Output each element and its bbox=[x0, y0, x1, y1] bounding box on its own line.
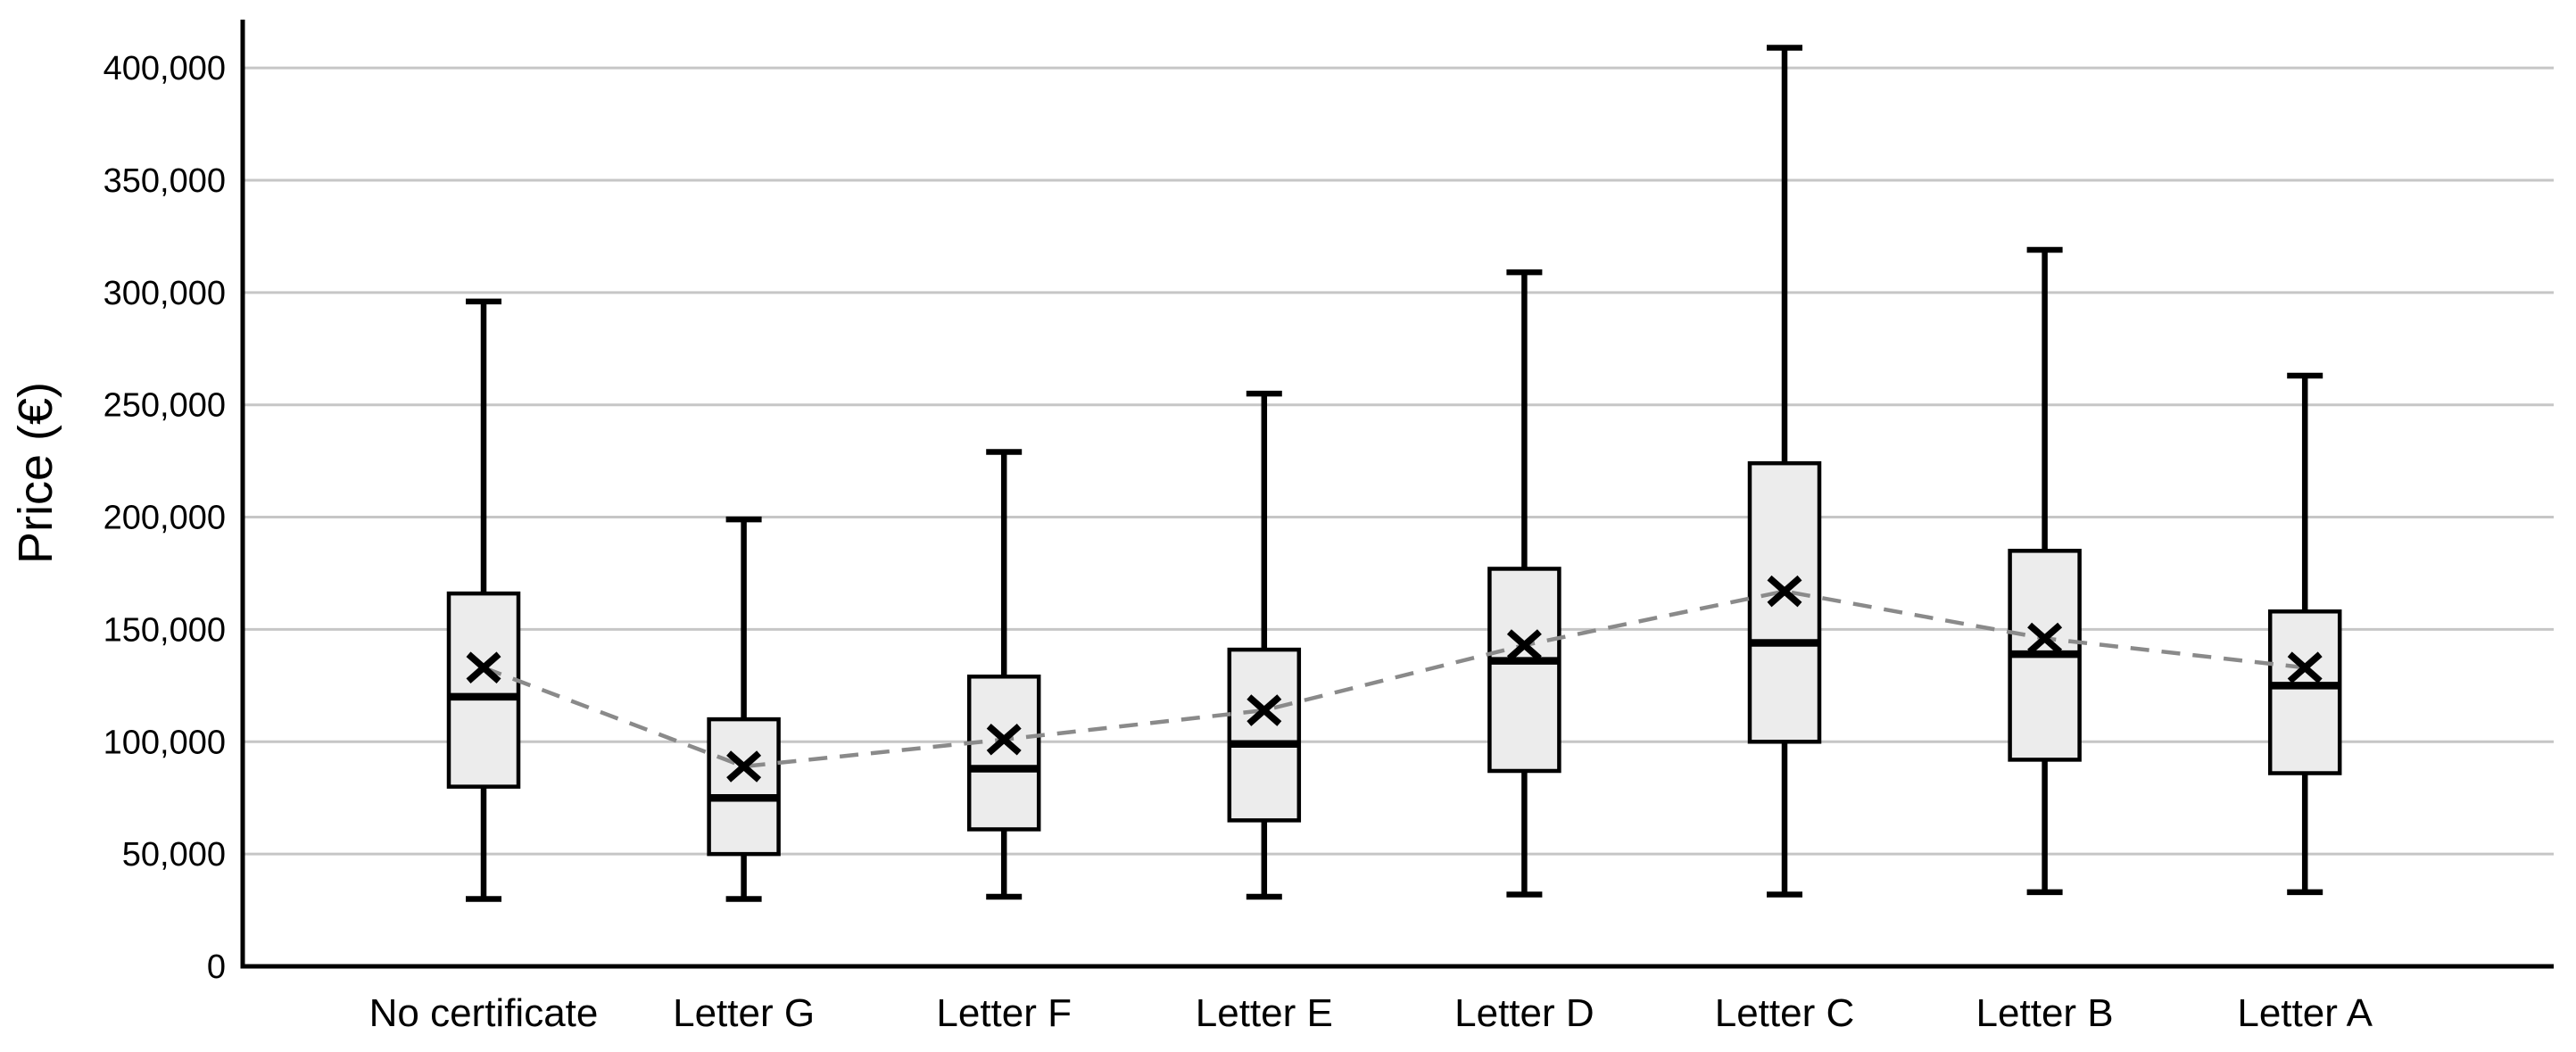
mean-marker bbox=[726, 750, 762, 783]
boxplot-box bbox=[1487, 567, 1561, 774]
boxplot-box bbox=[2267, 609, 2342, 775]
x-tick-label: Letter F bbox=[936, 991, 1072, 1035]
y-tick-label: 300,000 bbox=[104, 275, 226, 312]
box-group bbox=[2008, 246, 2082, 896]
box-group bbox=[1487, 269, 1561, 898]
box-group bbox=[2267, 372, 2342, 896]
y-tick-label: 0 bbox=[207, 948, 226, 986]
boxplot-box bbox=[966, 675, 1041, 832]
mean-marker-stroke bbox=[2027, 622, 2063, 655]
mean-marker bbox=[466, 651, 501, 683]
mean-marker-stroke bbox=[1767, 575, 1802, 608]
y-tick-label: 50,000 bbox=[122, 836, 226, 874]
boxplot-box bbox=[1227, 647, 1302, 823]
mean-marker bbox=[1767, 575, 1802, 608]
y-tick-label: 100,000 bbox=[104, 724, 226, 761]
y-tick-label: 200,000 bbox=[104, 500, 226, 537]
x-tick-label: Letter B bbox=[1976, 991, 2114, 1035]
mean-marker-stroke bbox=[1247, 694, 1282, 726]
mean-marker-stroke bbox=[2287, 651, 2323, 683]
boxes bbox=[446, 45, 2342, 902]
y-tick-labels: 0 50,000 100,000 150,000 200,000 250,000 300,0… bbox=[104, 50, 226, 986]
box-group bbox=[1227, 390, 1302, 900]
x-tick-label: No certificate bbox=[369, 991, 599, 1035]
mean-marker bbox=[2027, 622, 2063, 655]
y-tick-label: 400,000 bbox=[104, 50, 226, 87]
boxplot-box bbox=[707, 717, 781, 857]
x-tick-label: Letter E bbox=[1196, 991, 1333, 1035]
mean-marker-stroke bbox=[1506, 629, 1542, 661]
mean-marker bbox=[2287, 651, 2323, 683]
y-tick-label: 250,000 bbox=[104, 387, 226, 425]
box-group bbox=[707, 516, 781, 902]
boxplot-box bbox=[1747, 460, 1822, 744]
box-group bbox=[446, 298, 521, 902]
mean-marker bbox=[986, 723, 1022, 756]
box-group bbox=[1747, 45, 1822, 898]
boxplot-box bbox=[446, 591, 521, 789]
x-tick-label: Letter A bbox=[2237, 991, 2373, 1035]
mean-marker-stroke bbox=[466, 651, 501, 683]
x-tick-label: Letter C bbox=[1715, 991, 1855, 1035]
mean-marker bbox=[1247, 694, 1282, 726]
y-tick-label: 350,000 bbox=[104, 162, 226, 200]
mean-marker-stroke bbox=[726, 750, 762, 783]
x-tick-labels: No certificate Letter G Letter F Letter E Le… bbox=[369, 991, 2373, 1035]
x-tick-label: Letter D bbox=[1454, 991, 1594, 1035]
mean-marker-stroke bbox=[986, 723, 1022, 756]
mean-marker bbox=[1506, 629, 1542, 661]
y-axis-title: Price (€) bbox=[9, 382, 62, 564]
y-tick-label: 150,000 bbox=[104, 611, 226, 649]
box-group bbox=[966, 449, 1041, 900]
mean-markers bbox=[466, 575, 2323, 783]
mean-trend-line bbox=[483, 589, 2306, 769]
x-tick-label: Letter G bbox=[673, 991, 815, 1035]
gridlines bbox=[243, 66, 2554, 856]
